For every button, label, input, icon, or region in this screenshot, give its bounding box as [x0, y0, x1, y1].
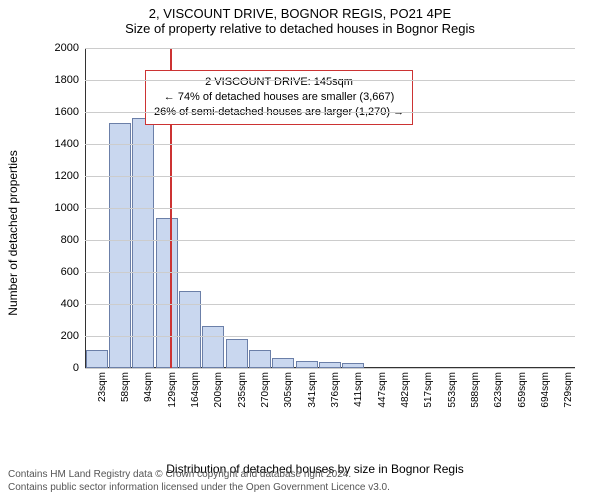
x-tick-label: 517sqm	[423, 372, 434, 408]
x-tick-label: 94sqm	[143, 372, 154, 402]
annotation-line-2: ← 74% of detached houses are smaller (3,…	[154, 90, 404, 105]
x-tick-label: 129sqm	[167, 372, 178, 408]
y-tick-label: 0	[73, 362, 85, 374]
x-tick-label: 235sqm	[237, 372, 248, 408]
x-tick-label: 305sqm	[283, 372, 294, 408]
histogram-bar	[109, 123, 131, 368]
gridline	[85, 176, 575, 177]
x-tick-label: 588sqm	[470, 372, 481, 408]
gridline	[85, 240, 575, 241]
histogram-bar	[202, 326, 224, 368]
x-tick-label: 376sqm	[330, 372, 341, 408]
x-tick-label: 164sqm	[190, 372, 201, 408]
y-tick-label: 1000	[55, 202, 85, 214]
gridline	[85, 144, 575, 145]
x-tick-label: 623sqm	[493, 372, 504, 408]
annotation-line-1: 2 VISCOUNT DRIVE: 145sqm	[154, 75, 404, 90]
y-tick-label: 600	[61, 266, 85, 278]
y-tick-label: 1400	[55, 138, 85, 150]
x-tick-label: 729sqm	[563, 372, 574, 408]
x-tick-label: 58sqm	[120, 372, 131, 402]
histogram-bar	[86, 350, 108, 368]
footer-attribution: Contains HM Land Registry data © Crown c…	[8, 468, 390, 494]
histogram-bar	[226, 339, 248, 368]
x-tick-label: 341sqm	[307, 372, 318, 408]
gridline	[85, 272, 575, 273]
x-tick-label: 270sqm	[260, 372, 271, 408]
footer-line-1: Contains HM Land Registry data © Crown c…	[8, 468, 390, 481]
x-tick-label: 659sqm	[517, 372, 528, 408]
histogram-bar	[249, 350, 271, 368]
x-tick-label: 482sqm	[400, 372, 411, 408]
gridline	[85, 368, 575, 369]
histogram-bar	[272, 358, 294, 368]
chart-container: Number of detached properties Distributi…	[55, 48, 575, 418]
y-tick-label: 800	[61, 234, 85, 246]
gridline	[85, 336, 575, 337]
plot-area: 2 VISCOUNT DRIVE: 145sqm ← 74% of detach…	[85, 48, 575, 368]
histogram-bar	[132, 118, 154, 368]
gridline	[85, 208, 575, 209]
page-subtitle: Size of property relative to detached ho…	[0, 21, 600, 36]
page-title: 2, VISCOUNT DRIVE, BOGNOR REGIS, PO21 4P…	[0, 6, 600, 21]
gridline	[85, 304, 575, 305]
footer-line-2: Contains public sector information licen…	[8, 481, 390, 494]
y-tick-label: 1800	[55, 74, 85, 86]
x-tick-label: 23sqm	[97, 372, 108, 402]
x-tick-label: 553sqm	[447, 372, 458, 408]
x-tick-label: 694sqm	[540, 372, 551, 408]
histogram-bar	[296, 361, 318, 368]
x-tick-label: 411sqm	[353, 372, 364, 407]
annotation-box: 2 VISCOUNT DRIVE: 145sqm ← 74% of detach…	[145, 70, 413, 125]
gridline	[85, 80, 575, 81]
y-tick-label: 1600	[55, 106, 85, 118]
histogram-bar	[179, 291, 201, 368]
y-tick-label: 400	[61, 298, 85, 310]
y-tick-label: 2000	[55, 42, 85, 54]
y-tick-label: 1200	[55, 170, 85, 182]
y-axis-label: Number of detached properties	[6, 150, 20, 315]
gridline	[85, 48, 575, 49]
gridline	[85, 112, 575, 113]
x-tick-label: 200sqm	[213, 372, 224, 408]
y-tick-label: 200	[61, 330, 85, 342]
x-tick-label: 447sqm	[377, 372, 388, 408]
